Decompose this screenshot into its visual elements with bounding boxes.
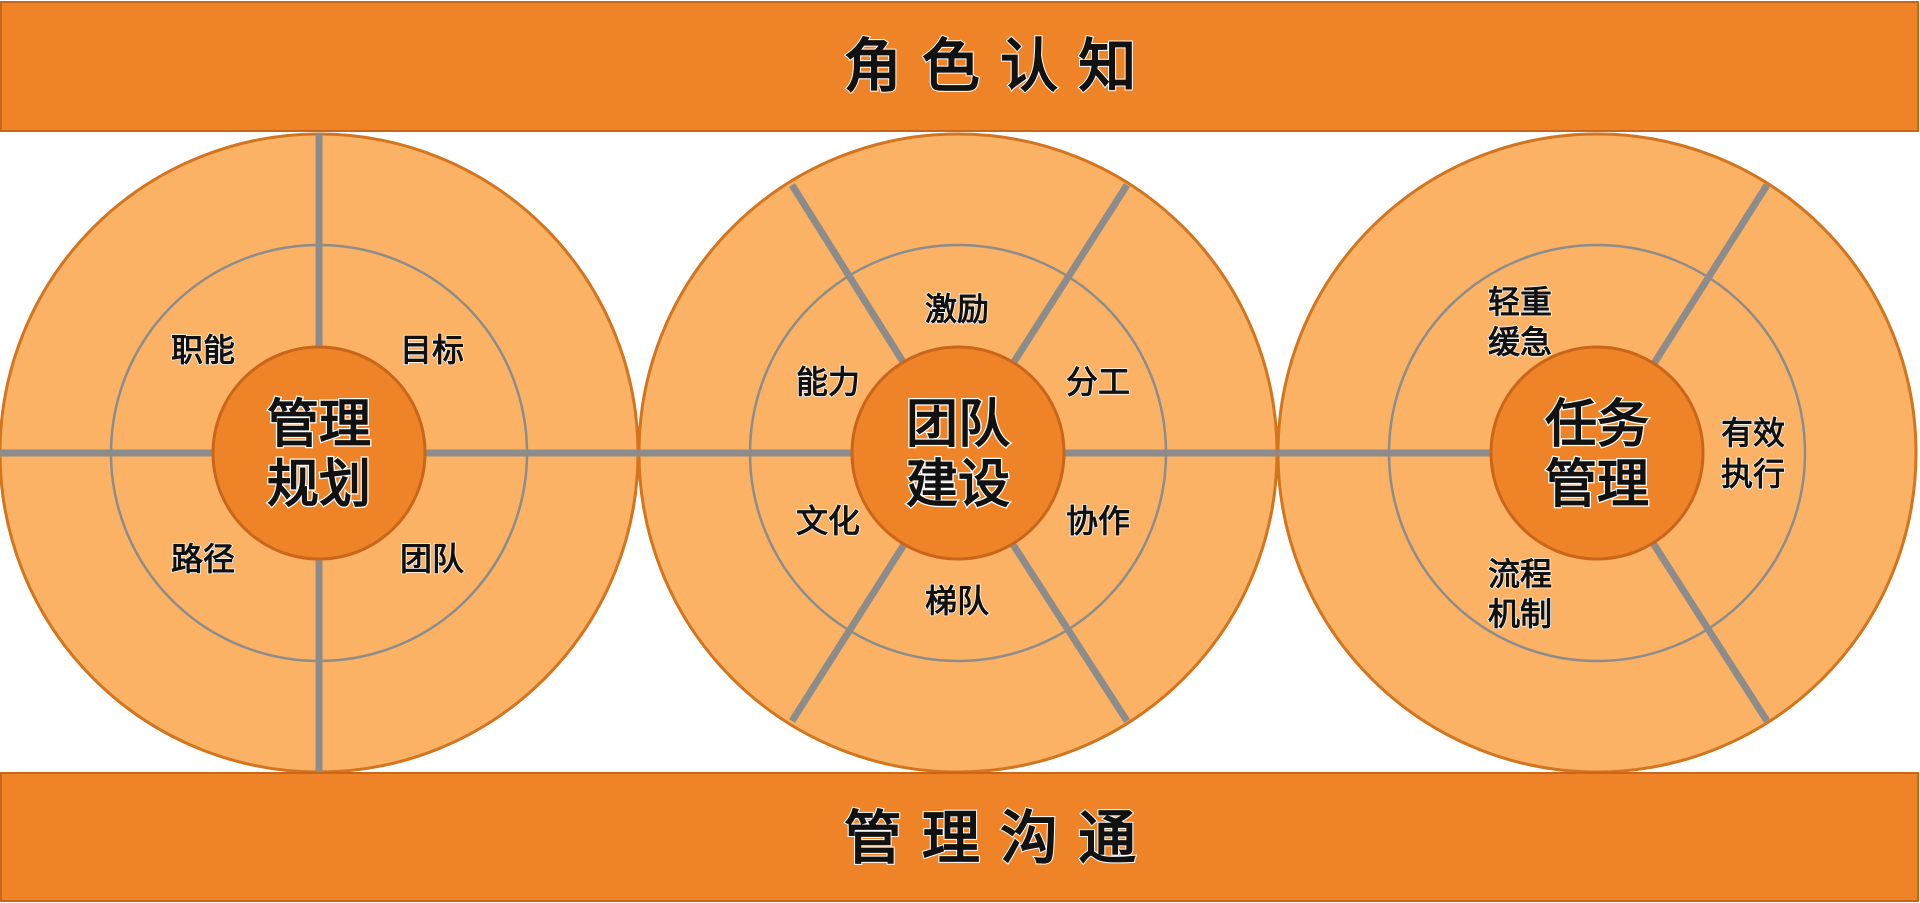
wheel-2-divider-upper-right	[1009, 183, 1130, 367]
wheel-3-divider-upper-right	[1650, 183, 1770, 367]
wheel-2-segment-label: 协作	[1066, 502, 1130, 540]
wheel-2-hub	[850, 345, 1066, 561]
wheel-2-hub-line-2: 建设	[906, 455, 1010, 515]
wheel-1-hub-line-1: 管理	[267, 395, 371, 455]
wheel-2-segment-label: 能力	[796, 363, 860, 401]
bottom-banner-bar	[0, 772, 1919, 902]
wheel-2-hub-line-1: 团队	[906, 395, 1011, 455]
wheel-management-planning: 管理 规划 职能 目标 路径 团队	[0, 132, 640, 774]
bottom-banner: 管 理 沟 通	[0, 772, 1919, 902]
wheel-2-segment-label: 激励	[925, 290, 989, 328]
wheel-3-segment-label: 流程	[1488, 555, 1552, 593]
wheel-1-segment-label: 团队	[400, 540, 465, 578]
wheel-3-segment-label: 有效	[1721, 414, 1785, 452]
wheel-3-segment-label: 缓急	[1488, 323, 1552, 361]
wheel-2-divider-lower-left	[789, 541, 908, 723]
wheel-3-divider-lower-right	[1650, 541, 1770, 723]
wheel-1-segment-label: 目标	[400, 331, 464, 369]
wheel-team-building: 团队 建设 激励 能力 分工 文化 协作 梯队	[637, 132, 1279, 774]
wheel-2-segment-label: 梯队	[925, 582, 990, 620]
wheel-1-segment-label: 路径	[171, 540, 235, 578]
wheel-2-divider-lower-right	[1009, 541, 1130, 723]
top-banner-label: 角 色 认 知	[844, 32, 1137, 100]
wheel-2-divider-upper-left	[789, 183, 908, 367]
wheel-3-hub	[1489, 345, 1705, 561]
wheel-2-segment-label: 文化	[796, 502, 860, 540]
wheel-2-segment-label: 分工	[1066, 363, 1130, 401]
wheel-3-hub-line-2: 管理	[1545, 455, 1649, 515]
bottom-banner-label: 管 理 沟 通	[844, 804, 1137, 872]
wheel-3-segment-label: 机制	[1488, 595, 1552, 633]
top-banner: 角 色 认 知	[0, 1, 1919, 132]
wheel-3-segment-label: 轻重	[1488, 283, 1552, 321]
wheel-1-segment-label: 职能	[171, 331, 235, 369]
wheel-3-segment-label: 执行	[1721, 455, 1785, 493]
wheel-1-hub-line-2: 规划	[267, 455, 371, 515]
wheel-3-hub-line-1: 任务	[1545, 395, 1649, 455]
wheel-1-hub	[211, 345, 427, 561]
wheel-task-management: 任务 管理 轻重 缓急 有效 执行 流程 机制	[1276, 132, 1918, 774]
top-banner-bar	[0, 1, 1919, 132]
